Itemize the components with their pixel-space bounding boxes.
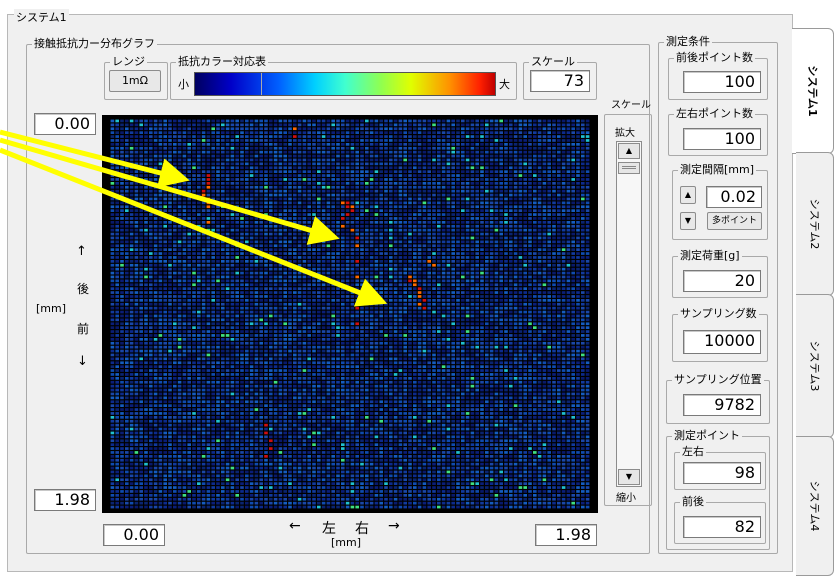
y-unit-label: [mm] xyxy=(36,302,67,315)
zoom-title: スケール xyxy=(611,100,651,111)
point-group: 測定ポイント xyxy=(666,430,770,550)
lr-point-field[interactable]: 98 xyxy=(683,462,761,484)
colorbar-group: 抵抗カラー対応表 xyxy=(170,56,517,100)
lr-points-label: 左右ポイント数 xyxy=(676,107,753,120)
colorbar-min-label: 小 xyxy=(178,78,189,91)
load-field[interactable]: 20 xyxy=(683,270,761,292)
lr-points-field[interactable]: 100 xyxy=(683,128,761,150)
x-left-field[interactable]: 0.00 xyxy=(103,524,165,546)
fb-points-group: 前後ポイント数 xyxy=(668,52,768,100)
x-right-field[interactable]: 1.98 xyxy=(535,524,597,546)
y-down-arrow: ↓ xyxy=(77,354,88,369)
lr-label: 左右 xyxy=(682,445,704,458)
load-group: 測定荷重[g] xyxy=(672,250,768,298)
graph-group: 接触抵抗力ー分布グラフ xyxy=(26,38,650,554)
tab-system2[interactable]: システム2 xyxy=(796,152,834,296)
multi-point-button[interactable]: 多ポイント xyxy=(707,212,762,230)
sampling-count-label: サンプリング数 xyxy=(680,307,757,320)
tab-system4[interactable]: システム4 xyxy=(796,436,834,576)
range-label: レンジ xyxy=(112,55,145,68)
colorbar-max-label: 大 xyxy=(499,78,510,91)
tab-system3[interactable]: システム3 xyxy=(796,294,834,438)
sampling-pos-label: サンプリング位置 xyxy=(674,373,762,386)
zoom-scrollbar[interactable]: ▲ ▼ xyxy=(616,141,642,487)
conditions-group: 測定条件 xyxy=(658,36,778,554)
heatmap[interactable] xyxy=(110,119,590,509)
conditions-title: 測定条件 xyxy=(666,35,710,48)
point-label: 測定ポイント xyxy=(674,429,740,442)
lr-point-group: 左右 xyxy=(674,446,766,490)
colorbar xyxy=(194,72,496,96)
arrow-2 xyxy=(0,137,340,245)
range-group: レンジ xyxy=(104,56,168,100)
sampling-count-group: サンプリング数 xyxy=(672,308,768,362)
graph-title: 接触抵抗力ー分布グラフ xyxy=(34,37,155,50)
fb-points-label: 前後ポイント数 xyxy=(676,51,753,64)
y-up-arrow: ↑ xyxy=(76,244,87,259)
colorbar-title: 抵抗カラー対応表 xyxy=(178,55,266,68)
scroll-thumb[interactable] xyxy=(618,162,640,174)
x-unit-label: [mm] xyxy=(331,536,362,549)
scale-group: スケール xyxy=(523,56,597,100)
interval-group: 測定間隔[mm] xyxy=(672,164,768,240)
interval-up-button[interactable]: ▲ xyxy=(680,186,696,204)
interval-label: 測定間隔[mm] xyxy=(680,163,755,176)
sampling-pos-field[interactable]: 9782 xyxy=(683,394,761,416)
scale-label: スケール xyxy=(531,55,575,68)
y-front-label: 前 xyxy=(77,322,90,336)
fb-points-field[interactable]: 100 xyxy=(683,71,761,93)
tab-system1[interactable]: システム1 xyxy=(792,28,834,154)
panel-title: システム1 xyxy=(14,9,69,25)
y-top-field[interactable]: 0.00 xyxy=(34,113,96,135)
y-bottom-field[interactable]: 1.98 xyxy=(34,489,96,511)
interval-field[interactable]: 0.02 xyxy=(706,186,762,208)
scroll-up-button[interactable]: ▲ xyxy=(618,143,640,159)
range-button[interactable]: 1mΩ xyxy=(109,70,161,92)
load-label: 測定荷重[g] xyxy=(680,249,740,262)
heatmap-frame xyxy=(102,115,598,513)
zoom-group xyxy=(604,114,652,506)
x-right-arrow: → xyxy=(388,518,400,534)
arrow-1 xyxy=(0,129,190,188)
x-left-label: 左 xyxy=(322,521,336,537)
scroll-down-button[interactable]: ▼ xyxy=(618,469,640,485)
x-left-arrow: ← xyxy=(289,518,301,534)
arrow-3 xyxy=(0,147,388,307)
y-back-label: 後 xyxy=(77,282,90,296)
fb-point-field[interactable]: 82 xyxy=(683,516,761,538)
zoom-out-label: 縮小 xyxy=(616,493,636,504)
x-right-label: 右 xyxy=(355,521,369,537)
sampling-count-field[interactable]: 10000 xyxy=(683,330,761,354)
fb-label: 前後 xyxy=(682,495,704,508)
fb-point-group: 前後 xyxy=(674,496,766,544)
zoom-in-label: 拡大 xyxy=(615,128,635,139)
colorbar-marker xyxy=(261,73,262,95)
sampling-pos-group: サンプリング位置 xyxy=(666,374,770,424)
scale-value-field[interactable]: 73 xyxy=(530,70,590,92)
interval-down-button[interactable]: ▼ xyxy=(680,212,696,230)
lr-points-group: 左右ポイント数 xyxy=(668,108,768,156)
